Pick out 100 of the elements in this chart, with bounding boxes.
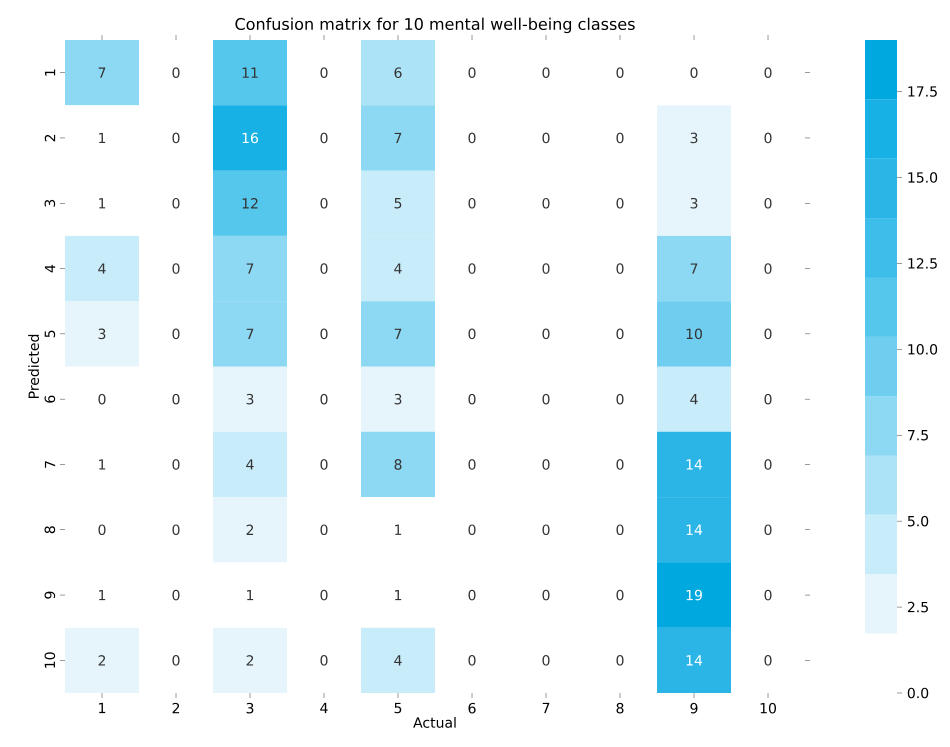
data-label: 0 [172, 67, 180, 78]
data-label: 0 [690, 67, 698, 78]
data-label: 0 [616, 394, 624, 404]
data-label: 0 [468, 655, 476, 666]
x-tick-label: 10 [760, 702, 776, 714]
data-label: 10 [686, 328, 702, 340]
color-bar-label: 7.5 [908, 430, 928, 440]
data-label: 4 [246, 459, 254, 470]
data-label: 0 [320, 655, 328, 666]
data-label: 0 [764, 655, 772, 666]
data-label: 6 [394, 67, 402, 78]
data-label: 7 [246, 328, 254, 339]
data-label: 16 [242, 132, 258, 144]
data-label: 0 [468, 67, 476, 78]
data-label: 0 [172, 459, 180, 470]
y-tick-label: 2 [44, 134, 56, 142]
data-label: 0 [616, 67, 624, 78]
data-label: 0 [98, 524, 106, 536]
data-label: 0 [616, 328, 624, 340]
data-label: 0 [320, 590, 328, 600]
color-bar-label: 5.0 [908, 516, 928, 526]
data-label: 0 [172, 655, 180, 666]
data-label: 14 [686, 524, 702, 535]
data-label: 0 [764, 394, 772, 404]
data-label: 11 [242, 68, 258, 78]
data-label: 0 [616, 655, 624, 666]
data-label: 0 [616, 263, 624, 274]
data-label: 0 [468, 263, 476, 274]
y-tick-label: 4 [44, 264, 56, 272]
data-label: 0 [616, 132, 624, 144]
y-tick-label: 3 [44, 200, 56, 207]
x-tick-label: 8 [616, 702, 624, 714]
data-label: 19 [686, 590, 702, 600]
data-label: 0 [616, 459, 624, 470]
y-tick-label: 8 [44, 526, 56, 534]
data-label: 0 [542, 459, 550, 470]
color-bar-label: 10.0 [908, 344, 938, 355]
color-bar-label: 0.0 [908, 688, 928, 698]
data-label: 2 [246, 655, 254, 666]
data-label: 0 [468, 394, 476, 404]
data-label: 7 [98, 68, 106, 78]
data-label: 0 [468, 328, 476, 340]
data-label: 8 [394, 459, 402, 470]
data-label: 0 [98, 394, 106, 404]
color-bar-label: 2.5 [908, 602, 928, 612]
x-tick-label: 5 [394, 702, 402, 714]
data-label: 0 [542, 328, 550, 340]
data-label: 4 [394, 655, 402, 666]
data-label: 0 [320, 459, 328, 470]
data-label: 0 [764, 328, 772, 340]
data-label: 14 [686, 655, 702, 666]
data-label: 0 [320, 67, 328, 78]
data-label: 0 [172, 524, 180, 536]
data-label: 1 [99, 590, 106, 600]
data-label: 7 [394, 132, 402, 144]
data-label: 3 [690, 132, 698, 144]
data-label: 0 [542, 655, 550, 666]
data-label: 0 [616, 198, 624, 209]
data-label: 7 [690, 263, 698, 274]
data-label: 0 [172, 263, 180, 274]
y-tick-label: 9 [44, 592, 56, 599]
data-label: 0 [320, 328, 328, 340]
x-tick-label: 3 [246, 702, 254, 714]
data-label: 0 [764, 198, 772, 209]
data-label: 0 [468, 459, 476, 470]
data-label: 1 [395, 524, 402, 535]
data-label: 0 [172, 394, 180, 404]
data-label: 0 [172, 198, 180, 209]
y-tick-label: 10 [44, 652, 56, 668]
data-label: 3 [98, 328, 106, 340]
y-tick-label: 5 [44, 330, 56, 338]
x-tick-label: 7 [542, 702, 550, 714]
chart-title: Confusion matrix for 10 mental well-being classes [235, 18, 635, 34]
data-label: 1 [99, 198, 106, 208]
y-axis-title: Predicted [28, 334, 40, 398]
data-label: 0 [320, 524, 328, 536]
y-tick-label: 6 [44, 396, 56, 403]
data-label: 0 [468, 590, 476, 600]
data-label: 3 [394, 394, 402, 404]
data-label: 14 [686, 459, 702, 470]
data-label: 12 [242, 198, 258, 208]
data-label: 0 [542, 198, 550, 209]
data-label: 0 [764, 132, 772, 144]
data-label: 0 [542, 590, 550, 600]
data-label: 4 [394, 263, 402, 274]
data-label: 1 [99, 132, 106, 144]
data-label: 0 [468, 132, 476, 144]
data-label: 1 [99, 459, 106, 470]
data-label: 0 [172, 590, 180, 600]
x-tick-label: 2 [172, 702, 180, 714]
data-label: 0 [764, 459, 772, 470]
data-label: 7 [394, 328, 402, 339]
data-label: 0 [764, 590, 772, 600]
x-tick-label: 9 [690, 702, 698, 714]
data-label: 2 [98, 655, 106, 666]
y-tick-label: 1 [44, 69, 56, 76]
data-label: 3 [690, 198, 698, 209]
data-label: 0 [542, 394, 550, 404]
data-label: 3 [246, 394, 254, 404]
data-label: 7 [246, 263, 254, 274]
